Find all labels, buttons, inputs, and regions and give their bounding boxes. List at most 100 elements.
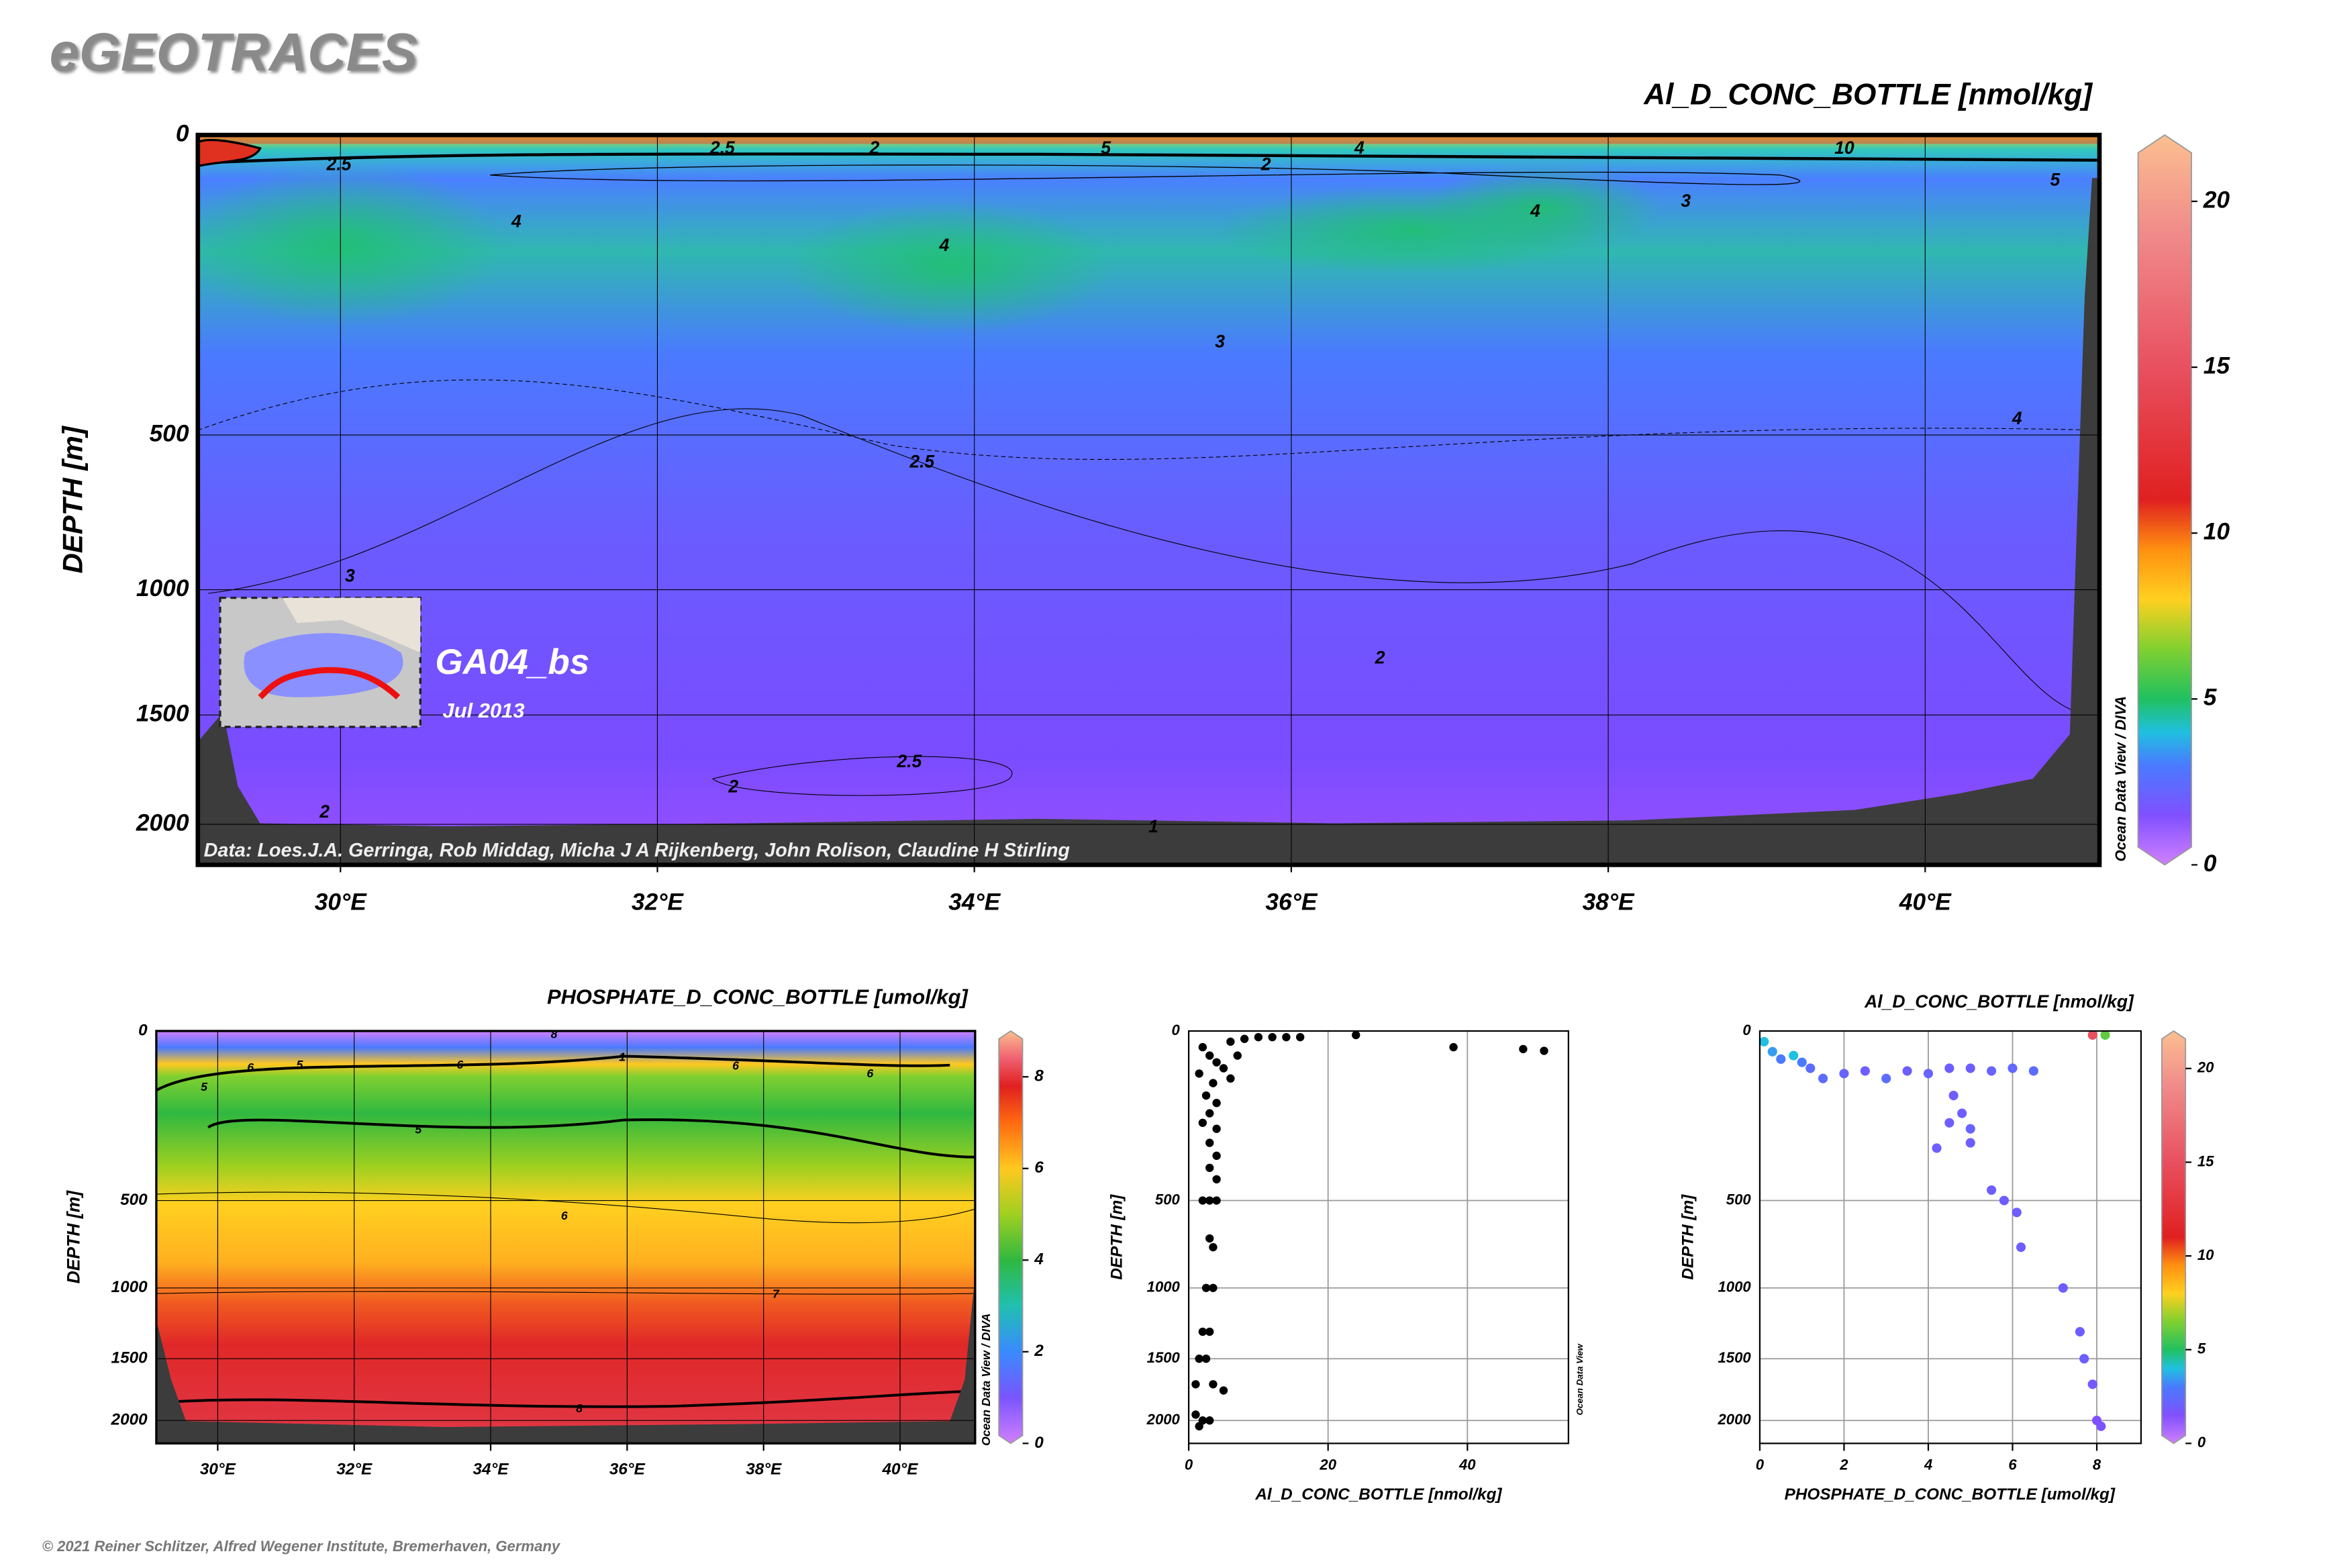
x-tick-label: 2 [1839, 1456, 1848, 1473]
contour-label: 2 [319, 801, 330, 822]
chart-title: Al_D_CONC_BOTTLE [nmol/kg] [1643, 78, 2093, 111]
date-label: Jul 2013 [442, 699, 524, 722]
point [1789, 1050, 1799, 1061]
point [1957, 1108, 1967, 1118]
y-tick-label: 1500 [111, 1349, 148, 1367]
contour-label: 2.5 [909, 452, 935, 472]
contour-label: 5 [1101, 138, 1111, 158]
contour-label: 4 [2012, 408, 2022, 428]
point [2075, 1326, 2085, 1337]
chart-title: PHOSPHATE_D_CONC_BOTTLE [umol/kg] [547, 985, 969, 1009]
contour [712, 756, 1013, 796]
y-tick-label: 2000 [1146, 1411, 1181, 1428]
point [1209, 1242, 1218, 1252]
contour-label: 10 [1834, 138, 1854, 158]
y-tick-label: 1000 [1147, 1279, 1181, 1295]
y-axis-label: DEPTH [m] [1107, 1194, 1126, 1280]
contour [156, 1055, 950, 1092]
point [1965, 1063, 1975, 1073]
point [1198, 1118, 1207, 1127]
contour [156, 1291, 975, 1295]
y-tick-label: 500 [1726, 1191, 1752, 1208]
x-tick-label: 34°E [948, 889, 1001, 915]
x-tick-label: 38°E [746, 1461, 782, 1479]
y-tick-label: 1000 [1718, 1279, 1752, 1295]
chart: 8 6 5 6 1 6 6 5 5 6 7 8 0 500 1000 1500 2000 30°E 32°E 34°E… [63, 985, 1044, 1479]
point [1881, 1073, 1891, 1083]
chart-title: Al_D_CONC_BOTTLE [nmol/kg] [1864, 991, 2134, 1012]
contour [170, 1390, 965, 1408]
logo: eGEOTRACES [50, 22, 417, 82]
point [2087, 1379, 2097, 1389]
field [197, 135, 2100, 865]
point [1240, 1034, 1249, 1043]
colorbar-tick-label: 6 [1034, 1159, 1044, 1177]
point [2100, 1030, 2110, 1040]
point [1205, 1327, 1214, 1336]
point [1759, 1036, 1769, 1046]
contour [197, 138, 262, 168]
point [1209, 1380, 1218, 1389]
point [1352, 1030, 1360, 1040]
contour-label: 2.5 [326, 154, 352, 174]
point [1191, 1410, 1200, 1419]
point [1195, 1422, 1203, 1431]
y-tick-label: 1000 [111, 1278, 148, 1296]
contour-label: 6 [456, 1058, 463, 1071]
point [1209, 1283, 1218, 1292]
point [1205, 1196, 1214, 1205]
point [1205, 1163, 1214, 1173]
point [1932, 1143, 1942, 1153]
plot-frame [1187, 1030, 1569, 1444]
contour-label: 5 [296, 1058, 303, 1071]
contour-label: 6 [867, 1067, 873, 1080]
contour-label: 8 [551, 1028, 558, 1041]
point [1449, 1042, 1458, 1052]
contour-label: 4 [1354, 138, 1365, 158]
inset-land [282, 597, 421, 653]
colorbar-tick-label: 5 [2204, 685, 2218, 711]
contour-label: 3 [345, 566, 355, 586]
x-tick-label: 40°E [882, 1461, 919, 1479]
field-patch [787, 200, 1113, 334]
contour-label: 1 [619, 1050, 626, 1063]
plot-frame [1759, 1030, 2142, 1444]
y-tick-label: 0 [1742, 1022, 1751, 1038]
point [2016, 1242, 2026, 1253]
x-axis-label: PHOSPHATE_D_CONC_BOTTLE [umol/kg] [1785, 1485, 2116, 1504]
x-tick-label: 40°E [1899, 889, 1952, 915]
x-tick-label: 20 [1319, 1456, 1336, 1473]
point [1212, 1196, 1221, 1205]
y-tick-label: 1000 [136, 575, 189, 601]
x-tick-label: 0 [1756, 1456, 1765, 1473]
x-tick-label: 4 [1924, 1456, 1932, 1473]
contour-label: 2 [728, 776, 738, 796]
point [1212, 1124, 1221, 1133]
point [1839, 1069, 1849, 1079]
contour [490, 164, 1801, 185]
x-tick-label: 30°E [200, 1461, 236, 1479]
y-tick-label: 2000 [1718, 1411, 1752, 1428]
contour-label: 2 [869, 138, 880, 158]
point [1965, 1124, 1975, 1134]
contour-label: 2.5 [896, 751, 922, 771]
point [1540, 1046, 1548, 1055]
plot-area [1759, 1030, 2141, 1444]
point [2012, 1208, 2022, 1218]
y-tick-label: 1500 [136, 701, 189, 727]
point [1212, 1151, 1221, 1161]
x-tick-label: 0 [1185, 1456, 1193, 1473]
y-tick-label: 1500 [1147, 1349, 1181, 1366]
contour-label: 8 [576, 1402, 583, 1415]
point [1201, 1283, 1211, 1292]
point [1797, 1057, 1807, 1067]
bathymetry [156, 1275, 975, 1444]
contour-label: 5 [201, 1080, 208, 1093]
point [2008, 1063, 2018, 1073]
y-tick-label: 2000 [136, 810, 189, 836]
colorbar-tick-label: 10 [2197, 1246, 2214, 1263]
plot-area: 8 6 5 6 1 6 6 5 5 6 7 8 [156, 1028, 975, 1444]
y-tick-label: 1500 [1718, 1349, 1752, 1366]
chart: 2.52.5 2 5 4 1023544432.54322.52210500100015… [56, 78, 2230, 915]
